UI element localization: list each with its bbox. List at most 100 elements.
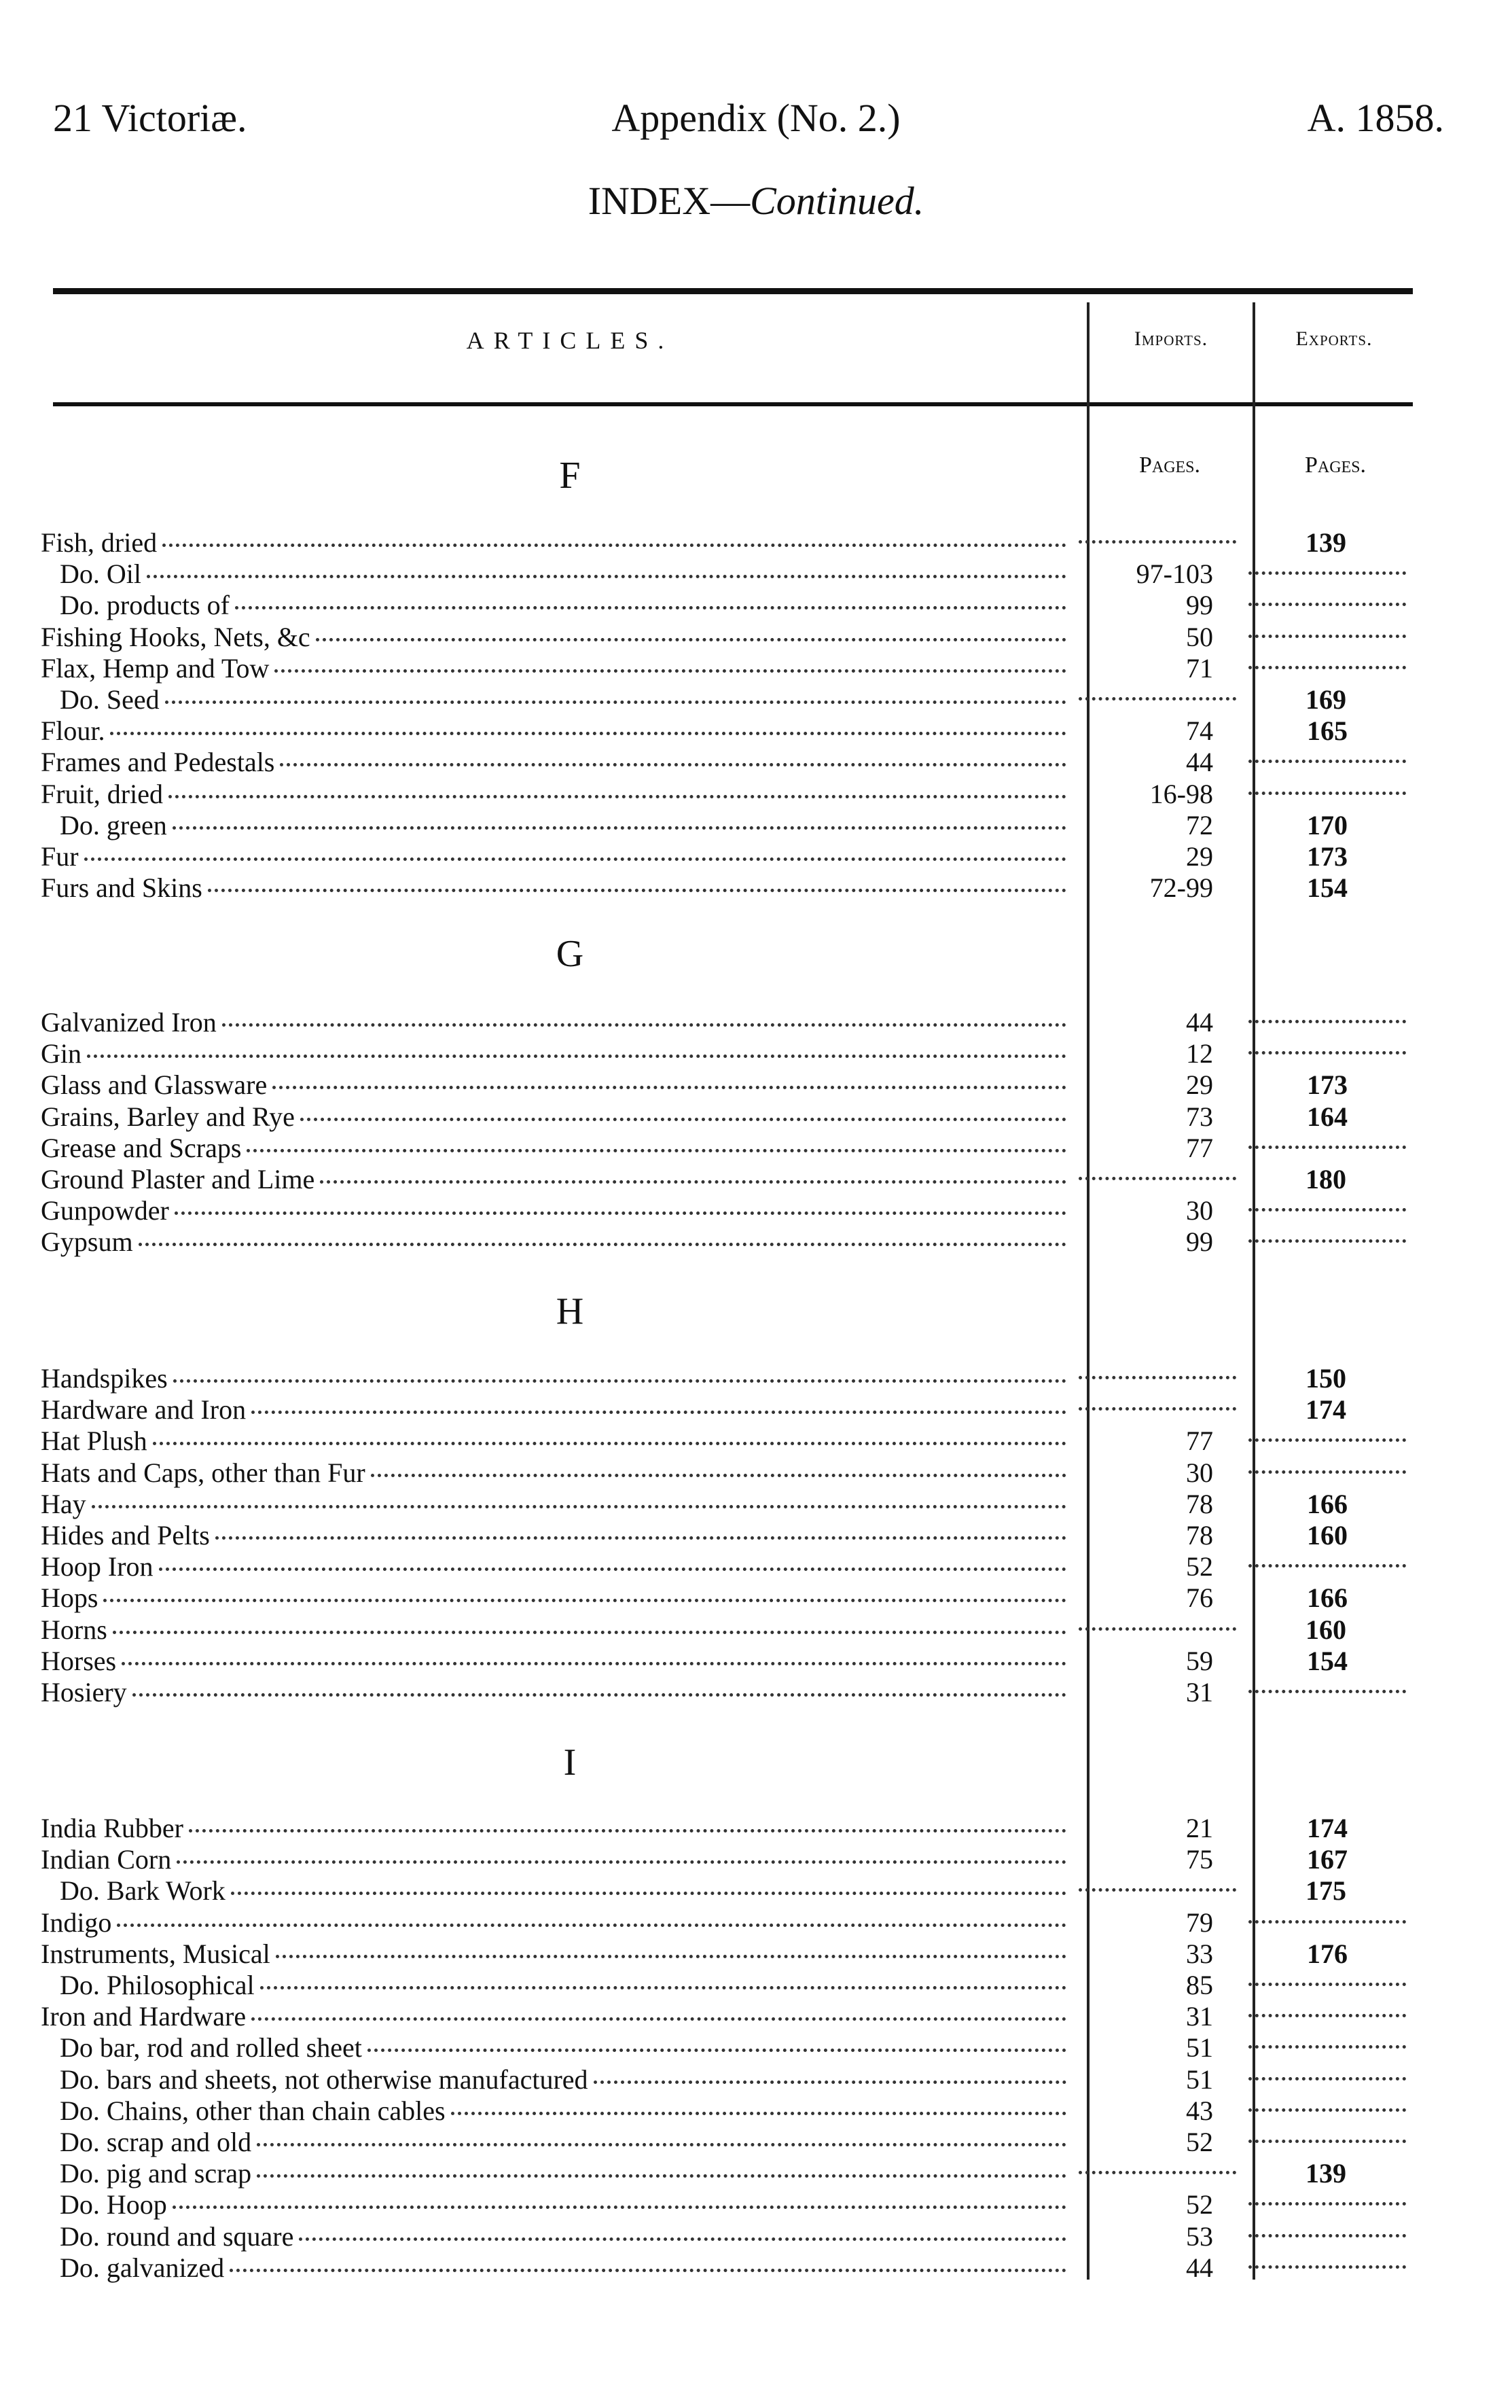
- article-cell: Handspikes: [41, 1363, 1073, 1394]
- article-cell: Horses: [41, 1646, 1073, 1677]
- table-row: Indigo 79: [41, 1907, 1413, 1938]
- table-row: Horns 160: [41, 1614, 1413, 1646]
- dot-leader: [299, 2221, 1066, 2241]
- article-name: Hay: [41, 1488, 86, 1519]
- dot-leader: [315, 622, 1066, 641]
- article-name: Do. Philosophical: [60, 1970, 255, 2000]
- article-cell: Do. green: [41, 810, 1073, 841]
- article-cell: Fish, dried: [41, 527, 1073, 559]
- article-name: Do. galvanized: [60, 2252, 225, 2283]
- article-name: Fruit, dried: [41, 778, 163, 809]
- imports-page: 43: [1186, 2095, 1213, 2126]
- article-name: Hops: [41, 1582, 98, 1614]
- table-row: Hops 76 166: [41, 1582, 1413, 1614]
- article-name: Galvanized Iron: [41, 1007, 217, 1038]
- table-row: Do. scrap and old 52: [41, 2127, 1413, 2158]
- page-title: INDEX—Continued.: [0, 178, 1512, 224]
- article-cell: Hat Plush: [41, 1426, 1073, 1457]
- article-cell: Do. pig and scrap: [41, 2158, 1073, 2189]
- dot-leader: [103, 1582, 1066, 1603]
- article-cell: Gin: [41, 1038, 1073, 1069]
- imports-page: [1079, 684, 1236, 701]
- imports-page: 52: [1186, 1551, 1213, 1582]
- dot-leader: [230, 1875, 1066, 1896]
- dot-leader: [367, 2032, 1066, 2053]
- table-row: Gunpowder 30: [41, 1195, 1413, 1226]
- imports-page: 74: [1186, 715, 1213, 747]
- dot-leader: [234, 590, 1066, 610]
- table-row: Do. bars and sheets, not otherwise manuf…: [41, 2064, 1413, 2095]
- table-row: Do. round and square 53: [41, 2221, 1413, 2252]
- exports-page: 167: [1307, 1844, 1348, 1875]
- article-cell: Hardware and Iron: [41, 1394, 1073, 1426]
- imports-page: 51: [1186, 2064, 1213, 2095]
- imports-page: 77: [1186, 1132, 1213, 1163]
- imports-page: [1079, 527, 1236, 544]
- imports-page: 78: [1186, 1520, 1213, 1551]
- exports-page: [1248, 1133, 1406, 1149]
- table-row: Do. green 72 170: [41, 810, 1413, 841]
- exports-page: 139: [1306, 527, 1346, 558]
- dot-leader: [259, 1970, 1066, 1989]
- column-divider-imports: [1087, 302, 1090, 2280]
- table-row: Hides and Pelts 78 160: [41, 1520, 1413, 1551]
- imports-page: 44: [1186, 2252, 1213, 2283]
- dot-leader: [221, 1007, 1066, 1027]
- imports-page: 59: [1186, 1645, 1213, 1676]
- table-row: India Rubber 21 174: [41, 1813, 1413, 1844]
- article-cell: Do. Philosophical: [41, 1970, 1073, 2001]
- table-row: Galvanized Iron 44: [41, 1007, 1413, 1038]
- dot-leader: [370, 1457, 1066, 1477]
- article-name: Grains, Barley and Rye: [41, 1101, 295, 1132]
- imports-page: 73: [1186, 1101, 1213, 1132]
- table-row: Hoop Iron 52: [41, 1551, 1413, 1582]
- imports-page: 30: [1186, 1195, 1213, 1226]
- dot-leader: [122, 1646, 1066, 1665]
- article-name: Indian Corn: [41, 1844, 172, 1875]
- article-cell: Indian Corn: [41, 1844, 1073, 1875]
- imports-page: [1079, 1363, 1236, 1379]
- header-rule: [53, 402, 1413, 406]
- imports-page: 99: [1186, 1226, 1213, 1258]
- exports-page: [1248, 2064, 1406, 2081]
- article-name: Fish, dried: [41, 527, 158, 558]
- imports-page: [1079, 1164, 1236, 1180]
- section-letter: G: [556, 933, 584, 975]
- table-row: Do. Bark Work 175: [41, 1875, 1413, 1907]
- imports-page: 71: [1186, 652, 1213, 684]
- article-cell: Gunpowder: [41, 1195, 1073, 1226]
- table-row: Ground Plaster and Lime 180: [41, 1164, 1413, 1195]
- exports-page: 174: [1306, 1394, 1346, 1426]
- dot-leader: [172, 810, 1066, 830]
- imports-page: [1079, 2158, 1236, 2175]
- imports-page: 99: [1186, 590, 1213, 621]
- exports-page: [1248, 2032, 1406, 2049]
- article-cell: Hoop Iron: [41, 1551, 1073, 1582]
- dot-leader: [174, 1195, 1066, 1216]
- imports-page: 76: [1186, 1582, 1213, 1614]
- exports-page: 150: [1306, 1363, 1346, 1394]
- session-label: 21 Victoriæ.: [53, 96, 247, 140]
- imports-page: 21: [1186, 1813, 1213, 1843]
- imports-page: 50: [1186, 621, 1213, 652]
- table-row: Do. pig and scrap 139: [41, 2158, 1413, 2189]
- dot-leader: [138, 1226, 1066, 1247]
- imports-page: 78: [1186, 1488, 1213, 1519]
- exports-page: [1248, 2252, 1406, 2269]
- article-name: Do. Bark Work: [60, 1875, 226, 1907]
- exports-page: 154: [1307, 872, 1348, 904]
- article-cell: Ground Plaster and Lime: [41, 1164, 1073, 1195]
- dot-leader: [251, 1394, 1066, 1415]
- dot-leader: [188, 1813, 1066, 1832]
- exports-page: [1248, 1970, 1406, 1986]
- article-cell: India Rubber: [41, 1813, 1073, 1844]
- article-cell: Do. round and square: [41, 2221, 1073, 2252]
- section-letter: H: [556, 1290, 584, 1332]
- article-name: Do. Hoop: [60, 2189, 167, 2220]
- exports-page: [1248, 1551, 1406, 1568]
- article-name: Hosiery: [41, 1677, 127, 1707]
- exports-page: 176: [1307, 1938, 1348, 1969]
- table-row: Gypsum 99: [41, 1226, 1413, 1258]
- article-cell: Frames and Pedestals: [41, 747, 1073, 778]
- imports-page: 97-103: [1136, 559, 1213, 590]
